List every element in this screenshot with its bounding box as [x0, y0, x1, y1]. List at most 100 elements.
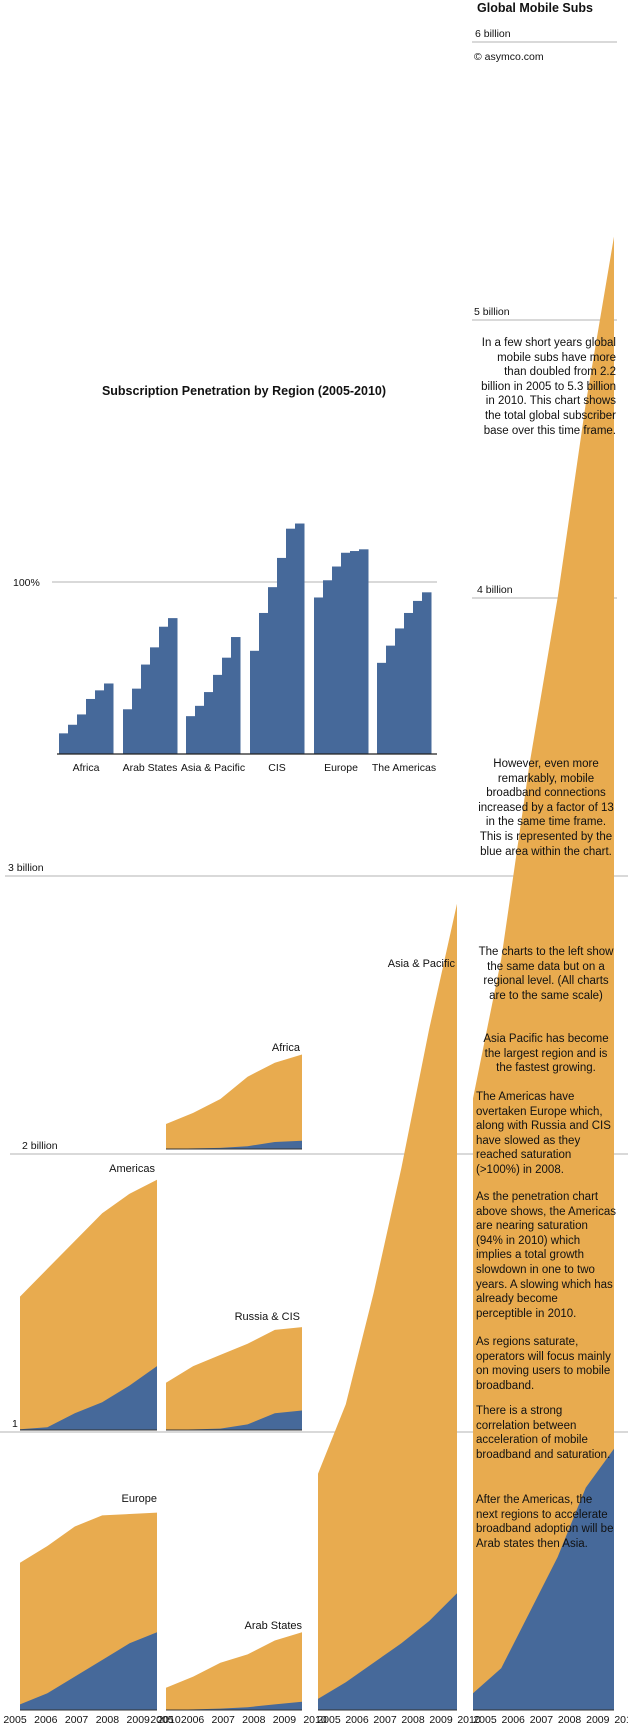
global-chart-title: Global Mobile Subs	[477, 1, 593, 15]
penetration-bar	[104, 683, 114, 754]
x-tick-label: 2007	[373, 1714, 397, 1726]
penetration-bar	[159, 626, 169, 754]
penetration-bar	[386, 645, 396, 754]
y-tick-label: 2 billion	[22, 1140, 58, 1152]
russia-cis-broadband-area	[166, 1410, 302, 1430]
penetration-bar	[295, 523, 305, 754]
x-tick-label: 2010	[303, 1714, 327, 1726]
category-label: Africa	[73, 762, 100, 774]
x-tick-label: 2008	[558, 1714, 582, 1726]
x-tick-label: 2010	[614, 1714, 628, 1726]
penetration-bar	[341, 552, 351, 754]
commentary-paragraph-1: In a few short years global mobile subs …	[481, 337, 616, 437]
y-tick-label: 3 billion	[8, 862, 44, 874]
europe-title: Europe	[122, 1493, 157, 1505]
penetration-bar	[77, 714, 87, 754]
europe-broadband-area	[20, 1632, 157, 1710]
category-label: The Americas	[372, 762, 436, 774]
y-tick-label: 6 billion	[475, 28, 511, 40]
penetration-bar	[377, 662, 387, 754]
penetration-bar	[268, 587, 278, 754]
penetration-bar	[68, 724, 78, 754]
x-tick-label: 2008	[242, 1714, 266, 1726]
x-tick-label: 2009	[586, 1714, 610, 1726]
category-label: Europe	[324, 762, 358, 774]
x-tick-label: 2005	[473, 1714, 497, 1726]
y-tick-label: 5 billion	[474, 306, 510, 318]
commentary-paragraph-9: After the Americas, the next regions to …	[476, 1494, 614, 1550]
penetration-bar	[150, 647, 160, 754]
x-tick-label: 2009	[273, 1714, 297, 1726]
penetration-bar	[395, 628, 405, 754]
x-tick-label: 2005	[317, 1714, 341, 1726]
penetration-bar	[277, 557, 287, 754]
x-tick-label: 2010	[457, 1714, 481, 1726]
penetration-bar	[404, 612, 414, 754]
penetration-bar	[250, 650, 260, 754]
penetration-bar	[168, 618, 178, 754]
reference-label-100: 100%	[13, 577, 40, 589]
asia-pacific-title: Asia & Pacific	[388, 958, 456, 970]
penetration-chart-title: Subscription Penetration by Region (2005…	[102, 384, 386, 398]
arab-states-total-area	[166, 1632, 302, 1710]
x-tick-label: 2006	[181, 1714, 205, 1726]
category-label: CIS	[268, 762, 286, 774]
asia-pacific-broadband-area	[318, 1593, 457, 1710]
africa-title: Africa	[272, 1042, 301, 1054]
americas-total-area	[20, 1179, 157, 1430]
y-tick-label: 4 billion	[477, 584, 513, 596]
penetration-bar	[332, 566, 342, 754]
arab-states-title: Arab States	[245, 1620, 303, 1632]
penetration-bar	[95, 690, 105, 754]
penetration-bar	[186, 716, 196, 754]
commentary-paragraph-2: However, even more remarkably, mobile br…	[478, 758, 614, 858]
penetration-bar	[286, 528, 296, 754]
penetration-bar	[314, 597, 324, 754]
x-tick-label: 2010	[157, 1714, 181, 1726]
commentary-paragraph-5: The Americas have overtaken Europe which…	[476, 1091, 611, 1176]
category-label: Arab States	[123, 762, 178, 774]
x-tick-label: 2006	[34, 1714, 58, 1726]
x-tick-label: 2008	[401, 1714, 425, 1726]
global-total-area	[473, 236, 614, 1711]
penetration-bar	[132, 688, 142, 754]
penetration-bar	[222, 657, 232, 754]
russia-cis-total-area	[166, 1327, 302, 1430]
penetration-bar	[59, 733, 69, 754]
x-tick-label: 2007	[65, 1714, 89, 1726]
penetration-bar	[204, 692, 214, 754]
penetration-bar	[231, 637, 241, 754]
penetration-bar	[259, 612, 269, 754]
penetration-bar	[359, 549, 369, 754]
x-tick-label: 2005	[3, 1714, 27, 1726]
category-label: Asia & Pacific	[181, 762, 245, 774]
commentary-paragraph-4: Asia Pacific has become the largest regi…	[483, 1033, 609, 1075]
commentary-paragraph-7: As regions saturate, operators will focu…	[476, 1336, 611, 1392]
global-broadband-area	[473, 1448, 614, 1710]
x-tick-label: 2009	[127, 1714, 151, 1726]
x-tick-label: 2007	[530, 1714, 554, 1726]
x-tick-label: 2007	[212, 1714, 236, 1726]
commentary-paragraph-6: As the penetration chart above shows, th…	[476, 1191, 616, 1320]
x-tick-label: 2009	[429, 1714, 453, 1726]
americas-broadband-area	[20, 1366, 157, 1430]
africa-broadband-area	[166, 1140, 302, 1149]
penetration-bar	[323, 580, 333, 754]
penetration-bar	[86, 698, 96, 754]
arab-states-broadband-area	[166, 1701, 302, 1710]
commentary-paragraph-8: There is a strong correlation between ac…	[476, 1405, 611, 1461]
copyright-label: © asymco.com	[474, 51, 544, 63]
americas-title: Americas	[109, 1163, 155, 1175]
x-tick-label: 2008	[96, 1714, 120, 1726]
penetration-bar	[413, 600, 423, 754]
penetration-bar	[141, 664, 151, 754]
penetration-bar	[422, 592, 432, 754]
commentary-paragraph-3: The charts to the left show the same dat…	[478, 946, 614, 1002]
africa-total-area	[166, 1054, 302, 1149]
penetration-bar	[195, 705, 205, 754]
penetration-bar	[350, 551, 360, 754]
x-tick-label: 2005	[150, 1714, 174, 1726]
x-tick-label: 2006	[502, 1714, 526, 1726]
penetration-bar	[213, 674, 223, 754]
